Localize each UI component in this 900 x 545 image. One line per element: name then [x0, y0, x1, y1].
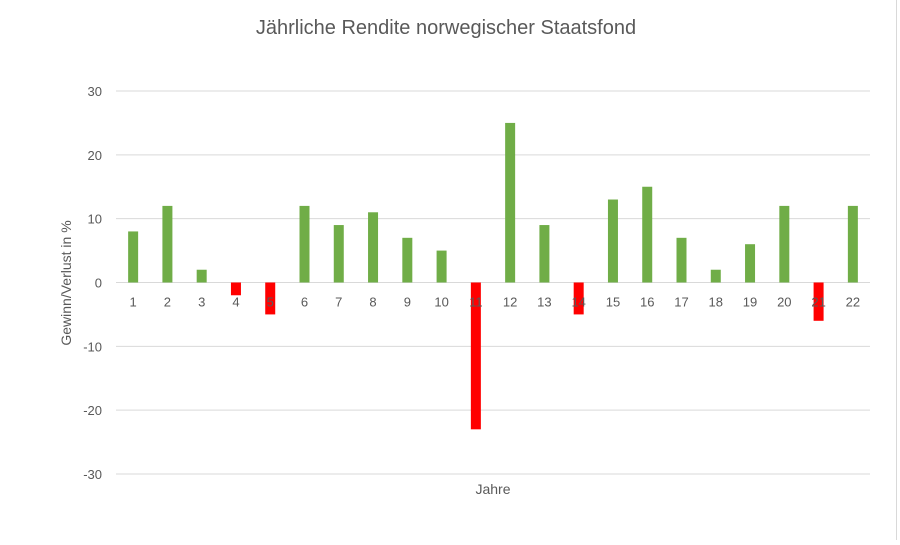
chart-border	[896, 0, 897, 540]
bar-2	[162, 205, 173, 283]
bar-12	[505, 122, 516, 283]
y-tick-label: 0	[95, 276, 102, 291]
bar-8	[368, 212, 379, 283]
bar-20	[779, 205, 790, 283]
bar-7	[333, 225, 344, 283]
bar-21	[813, 282, 824, 321]
bar-1	[128, 231, 139, 283]
y-tick-label: -10	[83, 339, 102, 354]
x-tick-label: 5	[267, 295, 274, 310]
y-tick-label: 20	[88, 148, 102, 163]
bar-22	[847, 205, 858, 283]
gridlines	[116, 90, 870, 475]
bar-13	[539, 225, 550, 283]
x-tick-label: 17	[674, 295, 688, 310]
bar-17	[676, 237, 687, 283]
x-tick-label: 15	[606, 295, 620, 310]
y-tick-label: -20	[83, 403, 102, 418]
y-tick-label: 10	[88, 212, 102, 227]
bar-5	[265, 282, 276, 315]
y-axis-label: Gewinn/Verlust in %	[58, 220, 74, 345]
x-tick-label: 18	[709, 295, 723, 310]
chart-title: Jährliche Rendite norwegischer Staatsfon…	[256, 17, 636, 39]
x-tick-label: 14	[571, 295, 585, 310]
bar-18	[710, 269, 721, 283]
x-tick-label: 16	[640, 295, 654, 310]
bar-15	[607, 199, 618, 283]
x-tick-label: 21	[811, 295, 825, 310]
x-tick-label: 1	[130, 295, 137, 310]
x-axis-label: Jahre	[475, 481, 510, 497]
x-tick-label: 19	[743, 295, 757, 310]
bar-6	[299, 205, 310, 283]
x-tick-label: 13	[537, 295, 551, 310]
bars	[128, 122, 858, 430]
y-tick-label: -30	[83, 467, 102, 482]
bar-11	[470, 282, 481, 430]
x-tick-label: 11	[469, 295, 483, 310]
bar-14	[573, 282, 584, 315]
x-axis-ticks: 1 2 3 4 5 6 7 8 9 10 11 12 13 14 15 16 17 18 19 20 21 22	[130, 295, 861, 310]
y-axis-ticks: 30 20 10 0 -10 -20 -30	[83, 84, 102, 482]
x-tick-label: 8	[369, 295, 376, 310]
x-tick-label: 9	[404, 295, 411, 310]
bar-19	[745, 244, 756, 283]
x-tick-label: 2	[164, 295, 171, 310]
bar-3	[196, 269, 207, 283]
x-tick-label: 10	[434, 295, 448, 310]
y-tick-label: 30	[88, 84, 102, 99]
x-tick-label: 7	[335, 295, 342, 310]
x-tick-label: 3	[198, 295, 205, 310]
x-tick-label: 22	[846, 295, 860, 310]
bar-4	[230, 282, 241, 296]
x-tick-label: 4	[232, 295, 239, 310]
x-tick-label: 20	[777, 295, 791, 310]
bar-9	[402, 237, 413, 283]
x-tick-label: 12	[503, 295, 517, 310]
bar-16	[642, 186, 653, 283]
x-tick-label: 6	[301, 295, 308, 310]
bar-10	[436, 250, 447, 283]
